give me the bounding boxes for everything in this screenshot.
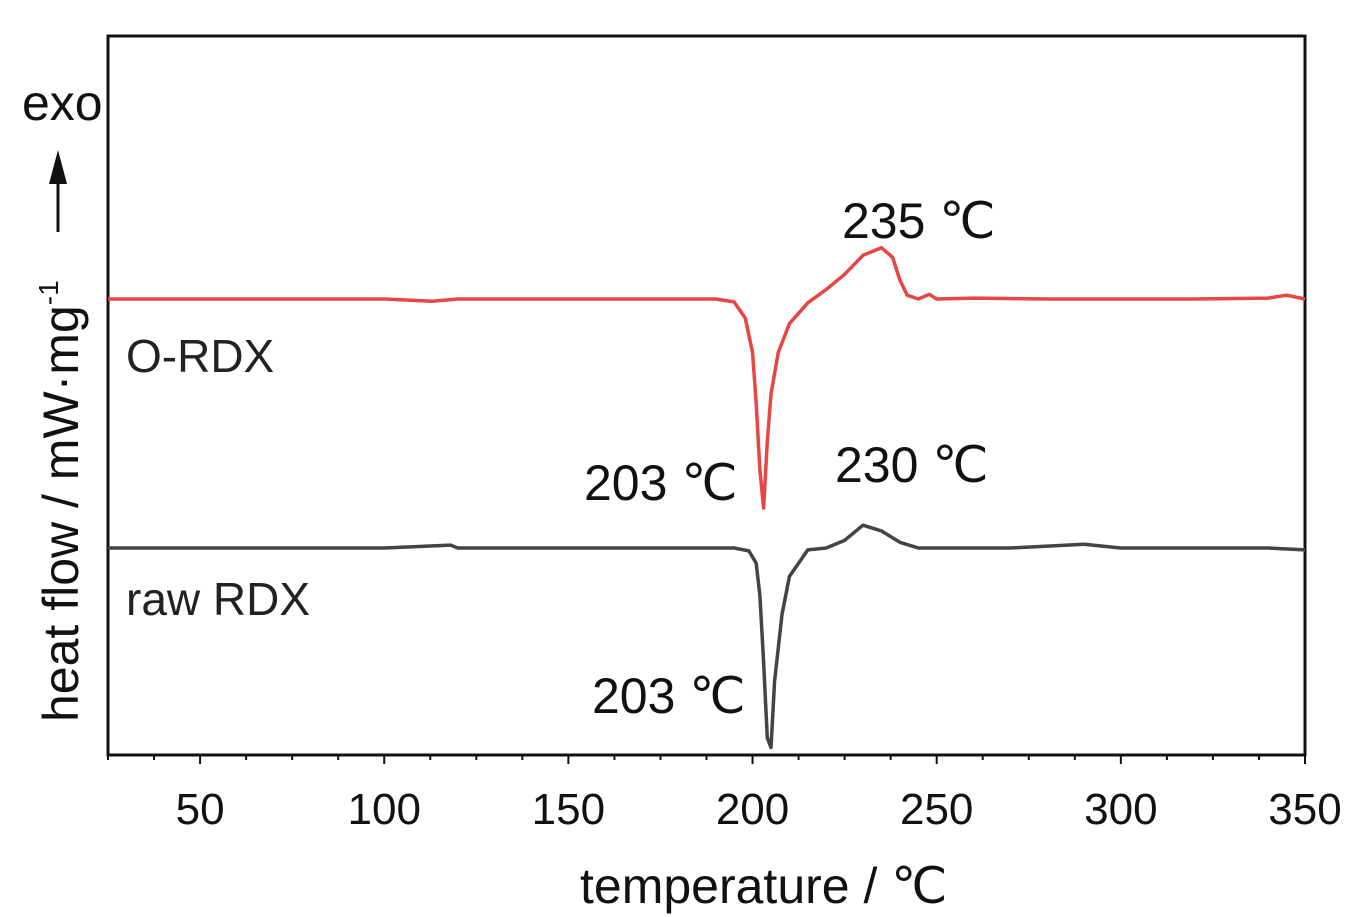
annotation-raw-rdx-endo-peak: 203 ℃ bbox=[592, 668, 745, 724]
x-tick-label-300: 300 bbox=[1084, 785, 1157, 834]
x-tick-label-350: 350 bbox=[1268, 785, 1341, 834]
y-axis-title: heat flow / mW·mg-1 bbox=[33, 280, 89, 722]
exo-direction-label: exo bbox=[22, 75, 103, 131]
y-axis-title-superscript: -1 bbox=[33, 280, 64, 305]
exo-arrow-icon bbox=[49, 150, 67, 184]
x-tick-label-250: 250 bbox=[900, 785, 973, 834]
x-tick-label-100: 100 bbox=[348, 785, 421, 834]
series-label-raw-rdx: raw RDX bbox=[126, 573, 310, 625]
x-tick-label-150: 150 bbox=[532, 785, 605, 834]
annotation-o-rdx-endo-peak: 203 ℃ bbox=[584, 455, 737, 511]
x-axis-tick-labels: 50 100 150 200 250 300 350 bbox=[176, 785, 1342, 834]
x-tick-label-200: 200 bbox=[716, 785, 789, 834]
plot-frame bbox=[106, 34, 1307, 757]
annotation-o-rdx-exo-peak: 235 ℃ bbox=[842, 193, 995, 249]
annotation-raw-rdx-exo-peak: 230 ℃ bbox=[835, 437, 988, 493]
series-line-o-rdx bbox=[108, 245, 1306, 510]
series-label-o-rdx: O-RDX bbox=[126, 330, 274, 382]
x-axis-title: temperature / ℃ bbox=[580, 858, 947, 914]
x-tick-label-50: 50 bbox=[176, 785, 225, 834]
series-line-raw-rdx bbox=[108, 523, 1306, 750]
x-axis-ticks bbox=[107, 755, 1306, 764]
y-axis-title-main: heat flow / mW·mg bbox=[33, 305, 89, 722]
series-lines bbox=[108, 245, 1306, 750]
